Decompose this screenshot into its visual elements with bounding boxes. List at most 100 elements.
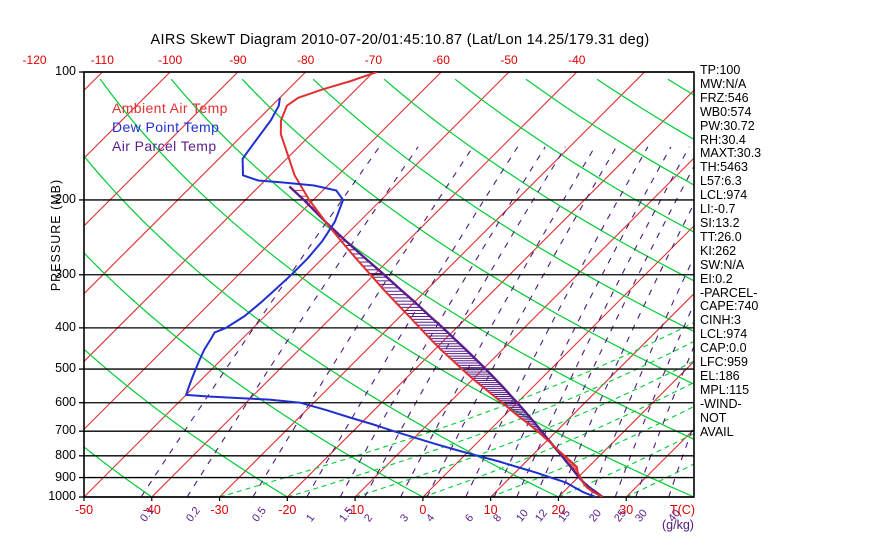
pressure-tick-label: 100 <box>55 64 76 78</box>
mixing-ratio-line <box>493 146 672 497</box>
index-line: LCL:974 <box>700 327 748 342</box>
ambient-temp-curve <box>279 72 603 497</box>
isotherm-line <box>219 72 645 497</box>
bottom-temp-tick-label: 0 <box>419 503 427 517</box>
bottom-temp-tick-label: 30 <box>619 503 634 517</box>
mixing-ratio-line <box>426 146 617 497</box>
isotherm-line <box>490 292 694 497</box>
dry-adiabat-line <box>84 446 153 497</box>
legend: Ambient Air Temp Dew Point Temp Air Parcel… <box>112 100 228 157</box>
index-line: WB0:574 <box>700 104 752 119</box>
isotherm-line <box>354 157 694 497</box>
dewpoint-temp-curve <box>185 97 597 497</box>
isotherm-line <box>422 225 694 497</box>
moist-adiabat-line <box>558 432 694 497</box>
bottom-temp-tick-label: -30 <box>210 503 229 517</box>
legend-item-1: Dew Point Temp <box>112 119 220 135</box>
pressure-tick-label: 1000 <box>48 489 76 503</box>
index-line: LI:-0.7 <box>700 202 736 217</box>
index-line: EL:186 <box>700 368 740 383</box>
top-temp-tick-label: -80 <box>296 53 315 67</box>
bottom-temp-tick-label: -40 <box>142 503 161 517</box>
index-line: L57:6.3 <box>700 174 742 189</box>
pressure-tick-label: 500 <box>55 361 76 376</box>
index-line: CAP:0.0 <box>700 341 747 356</box>
dry-adiabat-line <box>84 348 288 497</box>
top-temp-tick-label: -70 <box>364 53 383 67</box>
bottom-temp-tick-label: 20 <box>551 503 566 517</box>
index-line: SW:N/A <box>700 257 745 272</box>
top-temp-tick-label: -100 <box>158 53 183 67</box>
pressure-tick-label: 800 <box>55 447 76 462</box>
bottom-temp-tick-label: -50 <box>74 503 94 517</box>
pressure-tick-label: 600 <box>55 394 76 409</box>
top-temp-tick-label: -110 <box>90 53 114 67</box>
mixing-ratio-line <box>252 146 474 497</box>
bottom-temp-tick-label: 10 <box>483 503 498 517</box>
top-temp-tick-label: -50 <box>500 53 518 67</box>
mixing-ratio-line <box>668 423 694 497</box>
plot-frame <box>83 71 695 498</box>
isotherm-line <box>84 72 307 295</box>
index-line: -PARCEL- <box>700 285 758 300</box>
dry-adiabat-line <box>99 78 694 497</box>
index-line: TP:100 <box>700 63 741 77</box>
top-temp-tick-label: -90 <box>229 53 247 67</box>
mixing-ratio-line <box>516 146 690 497</box>
index-line: SI:13.2 <box>700 215 740 230</box>
legend-item-2: Air Parcel Temp <box>112 138 217 154</box>
pressure-tick-label: 200 <box>55 191 76 206</box>
index-line: -WIND- <box>700 396 742 411</box>
index-line: TH:5463 <box>700 160 748 175</box>
cape-hatching <box>293 189 600 496</box>
top-temp-tick-label: -40 <box>568 53 586 67</box>
bottom-temp-tick-label: -10 <box>346 503 365 517</box>
isotherm-line <box>84 72 239 227</box>
dry-adiabat-line <box>84 252 424 497</box>
isotherm-line <box>84 72 442 431</box>
index-line: MW:N/A <box>700 76 747 91</box>
index-line: CINH:3 <box>700 313 741 328</box>
index-line: MPL:115 <box>700 382 750 397</box>
mixing-ratio-line <box>589 255 694 497</box>
dry-adiabat-line <box>312 78 694 333</box>
index-line: NOT <box>700 410 727 425</box>
index-line: LFC:959 <box>700 355 748 370</box>
index-line: PW:30.72 <box>700 118 755 133</box>
mixing-ratio-line <box>535 165 694 497</box>
index-line: EI:0.2 <box>700 271 733 286</box>
mixing-ratio-line <box>306 146 519 497</box>
temp-axis-title: T(C) <box>670 503 695 517</box>
moist-adiabat-line <box>287 340 694 497</box>
pressure-tick-label: 300 <box>55 266 76 281</box>
mixing-ratio-line <box>465 146 649 497</box>
dry-adiabat-line <box>241 78 694 385</box>
index-line: LCL:974 <box>700 188 748 203</box>
index-line: AVAIL <box>700 424 734 439</box>
pressure-tick-label: 900 <box>55 469 76 484</box>
index-line: KI:262 <box>700 243 737 258</box>
legend-item-0: Ambient Air Temp <box>112 100 228 116</box>
moist-adiabat-line <box>354 360 694 497</box>
pressure-tick-label: 700 <box>55 423 76 438</box>
isotherm-line <box>84 72 171 159</box>
sounding-index-panel: TP:100 MW:N/A FRZ:546 WB0:574 PW:30.72 RH:30.… <box>700 63 820 439</box>
isotherm-line <box>286 89 694 497</box>
mixing-ratio-axis-title: (g/kg) <box>662 518 694 532</box>
mixing-ratio-line <box>614 302 694 497</box>
dry-adiabat-line <box>383 78 694 282</box>
index-line: MAXT:30.3 <box>700 146 762 161</box>
index-line: RH:30.4 <box>700 132 746 147</box>
top-temp-tick-label: -120 <box>22 53 47 67</box>
bottom-temp-tick-label: -20 <box>278 503 297 517</box>
isotherm-line <box>151 72 578 497</box>
top-temp-tick-label: -60 <box>432 53 450 67</box>
mixing-ratio-line <box>339 146 546 497</box>
index-line: FRZ:546 <box>700 90 749 105</box>
index-line: CAPE:740 <box>700 299 759 314</box>
isotherm-line <box>830 72 870 497</box>
pressure-tick-label: 400 <box>55 319 76 334</box>
mixing-ratio-line <box>364 146 566 497</box>
